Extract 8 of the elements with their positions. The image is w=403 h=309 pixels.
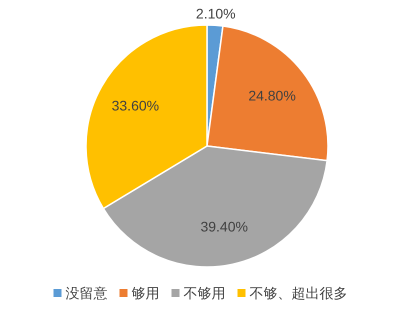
legend-label: 不够、超出很多 [250, 285, 348, 301]
data-label: 2.10% [196, 5, 236, 22]
data-label: 33.60% [112, 98, 160, 114]
legend-label: 没留意 [66, 285, 108, 301]
legend-label: 不够用 [184, 285, 226, 301]
legend-label: 够用 [132, 285, 160, 301]
data-label: 24.80% [248, 88, 296, 104]
data-label: 39.40% [200, 218, 248, 234]
